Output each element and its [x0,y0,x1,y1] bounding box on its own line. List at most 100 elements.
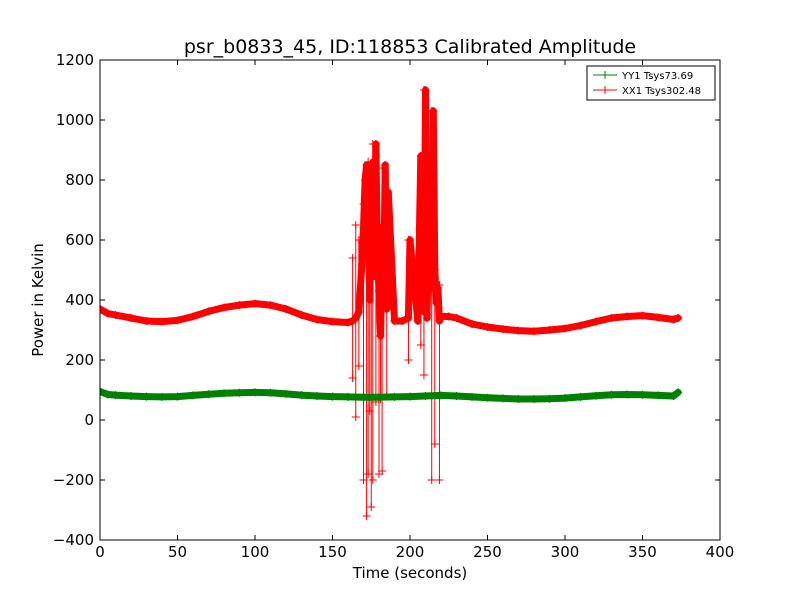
data-point [189,312,197,321]
data-point [384,188,393,196]
data-point [251,299,259,308]
data-point [592,317,600,326]
data-point [413,317,422,325]
data-point [576,392,585,401]
data-point [674,388,683,397]
data-point [111,311,120,319]
data-point [545,326,554,334]
data-point [282,389,290,398]
legend-entry: YY1 Tsys73.69 [621,71,693,82]
data-point [452,392,461,400]
data-point [100,387,104,396]
data-point [371,140,380,148]
x-tick-label: 400 [706,543,735,561]
data-point [530,327,538,336]
data-point [297,311,306,319]
data-point [173,316,182,325]
data-point [376,332,385,340]
y-axis: −400 −200 0 200 400 600 800 1000 1200 [53,51,720,549]
data-point [398,317,407,325]
data-point [638,311,647,320]
data-point [561,394,569,403]
y-tick-label: 400 [65,291,94,309]
x-tick-label: 200 [396,543,425,561]
data-point [127,314,135,322]
data-point [111,391,120,400]
legend-entry: XX1 Tsys302.48 [622,86,701,97]
data-point [669,315,678,324]
x-tick-label: 300 [551,543,580,561]
data-point [404,314,413,322]
data-point [235,301,244,310]
y-tick-label: 800 [65,171,94,189]
data-point [654,391,662,400]
y-tick-label: −200 [53,471,94,489]
series-yy1 [100,387,683,403]
data-point [354,308,363,316]
data-point [375,287,383,295]
data-point [367,236,376,244]
data-point [435,317,444,325]
data-point [483,393,492,402]
data-point [220,303,228,312]
data-point [444,312,453,321]
data-point [623,312,631,321]
data-point [638,390,647,399]
y-tick-label: 200 [65,351,94,369]
data-point [452,314,461,322]
data-point [406,236,414,244]
data-point [357,260,366,268]
data-point [607,314,616,322]
data-point [468,320,476,328]
data-point [189,391,197,400]
x-tick-label: 250 [473,543,502,561]
data-point [282,305,290,313]
data-point [592,391,600,400]
data-point [433,284,442,292]
data-point [266,388,275,397]
data-point [297,391,306,400]
data-point [373,251,382,259]
data-point [499,325,507,334]
data-point [362,161,371,169]
data-point [173,392,182,401]
x-axis: 0 50 100 150 200 250 300 350 400 [95,60,734,561]
data-point [406,392,414,401]
data-point [378,245,387,253]
data-point [437,312,445,321]
data-point [220,389,228,398]
data-point [416,152,425,160]
data-point [390,317,399,325]
data-point [576,321,585,330]
series-xx1 [100,86,683,340]
data-point [499,394,507,403]
x-tick-label: 350 [628,543,657,561]
data-point [251,388,259,397]
data-point [361,176,370,184]
data-point [430,266,439,274]
y-tick-label: 600 [65,231,94,249]
y-axis-label: Power in Kelvin [29,243,47,357]
data-point [368,158,377,166]
data-point [424,236,433,244]
data-point [204,390,213,399]
data-point [483,323,492,331]
y-tick-label: 1200 [56,51,94,69]
legend-marker [601,86,609,94]
data-point [344,392,352,401]
data-point [158,392,166,401]
data-point [421,392,430,400]
data-point [421,86,430,94]
x-tick-label: 150 [318,543,347,561]
data-point [423,314,432,322]
legend-marker [601,71,609,79]
data-point [545,394,554,403]
data-point [623,390,631,399]
y-tick-label: −400 [53,531,94,549]
data-point [382,305,391,313]
data-point [344,318,352,327]
data-point [328,317,337,326]
data-point [142,392,151,401]
data-point [419,308,428,316]
